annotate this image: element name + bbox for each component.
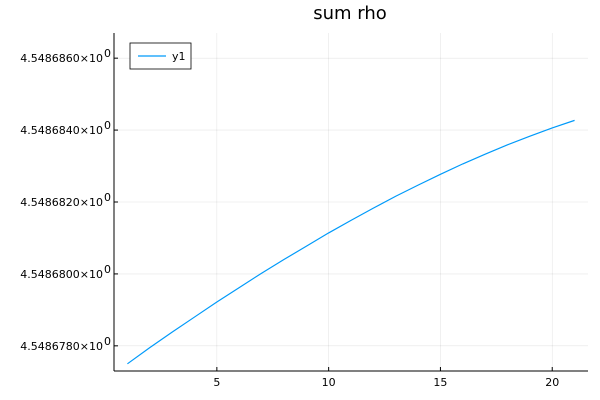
y-tick-label: 4.5486800×10: [20, 268, 103, 281]
grid-lines: [114, 33, 588, 371]
legend-label: y1: [172, 50, 186, 63]
chart-title: sum rho: [313, 3, 387, 24]
series-line-y1: [127, 119, 575, 365]
y-tick-label: 4.5486840×10: [20, 124, 103, 137]
x-tick-label: 5: [213, 376, 220, 389]
y-tick-exponent: 0: [104, 335, 111, 348]
x-tick-label: 15: [433, 376, 447, 389]
legend: y1: [129, 42, 192, 70]
y-tick-exponent: 0: [104, 119, 111, 132]
x-tick-label: 10: [322, 376, 336, 389]
y-tick-exponent: 0: [104, 47, 111, 60]
x-tick-label: 20: [545, 376, 559, 389]
y-tick-label: 4.5486780×10: [20, 340, 103, 353]
y-tick-exponent: 0: [104, 263, 111, 276]
series-layer: [127, 119, 575, 365]
x-axis-ticks: 5 10 15 20: [213, 367, 559, 389]
y-tick-label: 4.5486820×10: [20, 196, 103, 209]
y-tick-exponent: 0: [104, 191, 111, 204]
y-axis-ticks: 4.5486780×10 04.5486800×10 04.5486820×10 04…: [20, 47, 118, 353]
y-tick-label: 4.5486860×10: [20, 52, 103, 65]
